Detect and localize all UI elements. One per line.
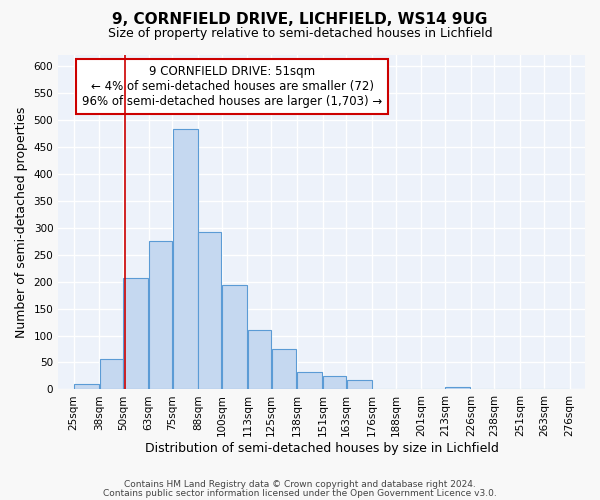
Y-axis label: Number of semi-detached properties: Number of semi-detached properties	[15, 106, 28, 338]
Text: Contains public sector information licensed under the Open Government Licence v3: Contains public sector information licen…	[103, 488, 497, 498]
Bar	[323, 376, 346, 390]
Bar	[272, 349, 296, 390]
Text: Size of property relative to semi-detached houses in Lichfield: Size of property relative to semi-detach…	[107, 28, 493, 40]
Bar	[248, 330, 271, 390]
Bar	[149, 241, 172, 390]
Text: 9, CORNFIELD DRIVE, LICHFIELD, WS14 9UG: 9, CORNFIELD DRIVE, LICHFIELD, WS14 9UG	[112, 12, 488, 28]
Text: 9 CORNFIELD DRIVE: 51sqm
← 4% of semi-detached houses are smaller (72)
96% of se: 9 CORNFIELD DRIVE: 51sqm ← 4% of semi-de…	[82, 65, 382, 108]
Bar	[124, 278, 148, 390]
Bar	[100, 358, 122, 390]
Text: Contains HM Land Registry data © Crown copyright and database right 2024.: Contains HM Land Registry data © Crown c…	[124, 480, 476, 489]
Bar	[173, 129, 197, 390]
Bar	[222, 286, 247, 390]
Bar	[74, 384, 99, 390]
Bar	[199, 232, 221, 390]
Bar	[445, 387, 470, 390]
Bar	[347, 380, 371, 390]
X-axis label: Distribution of semi-detached houses by size in Lichfield: Distribution of semi-detached houses by …	[145, 442, 499, 455]
Bar	[297, 372, 322, 390]
